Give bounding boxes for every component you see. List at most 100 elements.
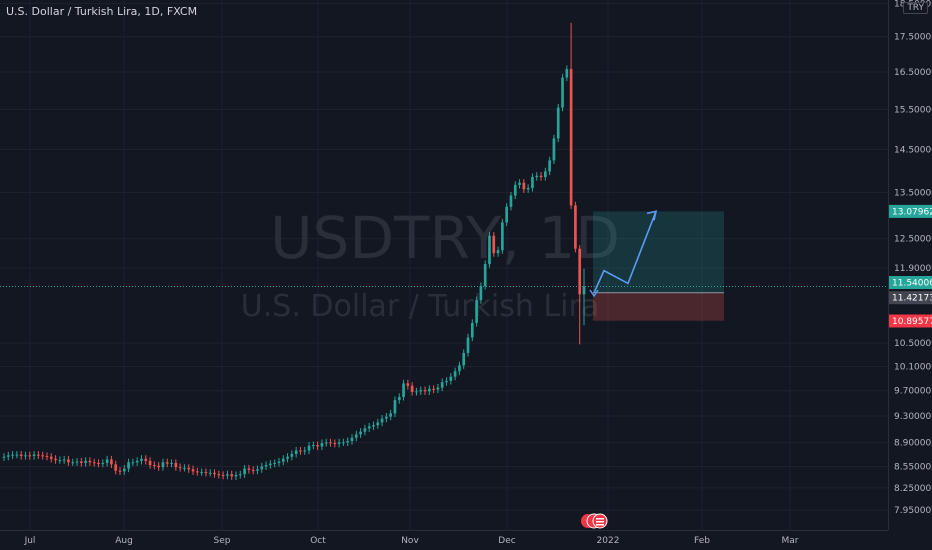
candle-body [105, 459, 109, 463]
candle-body [496, 250, 500, 254]
candle-body [234, 474, 238, 477]
candle [582, 268, 586, 326]
candle-body [110, 459, 113, 465]
candle-body [380, 418, 384, 423]
candle [410, 382, 414, 396]
candle-body [286, 456, 289, 459]
price-badge-bg [889, 204, 932, 218]
x-tick-label: Jul [24, 536, 36, 546]
candle-body [513, 184, 517, 196]
candle [385, 413, 388, 423]
candle-body [561, 77, 564, 108]
candle [466, 333, 470, 357]
candle-body [393, 400, 397, 414]
candle-body [127, 462, 130, 469]
candle [122, 464, 126, 475]
candle-body [80, 461, 83, 463]
time-axis[interactable]: Jul Aug Sep Oct Nov Dec 2022 Feb Mar [0, 530, 932, 550]
candle-body [544, 171, 547, 178]
candle [80, 457, 83, 467]
candle-body [238, 474, 242, 476]
candle [260, 462, 264, 473]
loss-zone[interactable] [593, 292, 724, 321]
candle-body [458, 365, 461, 372]
candle [492, 232, 496, 257]
candle-body [385, 416, 388, 419]
candle [114, 460, 118, 475]
candle [518, 179, 521, 189]
candle [389, 409, 392, 421]
candle [299, 446, 302, 455]
candle-body [15, 454, 19, 456]
projection-start-icon [589, 289, 599, 298]
candle [324, 438, 328, 447]
candle [303, 446, 307, 455]
long-position-tool[interactable] [593, 211, 724, 321]
candle [496, 246, 500, 257]
projection-arrow[interactable] [593, 211, 657, 294]
price-badge-bg [889, 276, 932, 290]
candle-body [397, 396, 401, 401]
candle-body [552, 138, 556, 161]
price-badge-value: 11.54006 [892, 279, 932, 289]
candle [118, 467, 122, 475]
candle [200, 468, 203, 476]
y-tick-label: 16.50000 [894, 68, 932, 78]
candle-body [565, 69, 569, 78]
candle [174, 459, 178, 471]
candle-body [213, 472, 216, 475]
candle-body [548, 160, 551, 172]
candle [548, 156, 551, 176]
candle [346, 437, 350, 446]
candle [6, 451, 10, 461]
candle [423, 386, 427, 395]
candle [406, 379, 410, 390]
candle [372, 421, 375, 431]
candle [11, 451, 14, 459]
candle-body [509, 195, 513, 207]
candle [354, 430, 358, 442]
candle [428, 385, 431, 395]
candle-body [367, 426, 371, 429]
candle [526, 184, 530, 193]
candle-body [114, 464, 118, 471]
currency-badge[interactable]: TRY [903, 2, 928, 14]
candle-body [161, 462, 165, 468]
candle-body [470, 322, 474, 338]
candle-body [230, 474, 234, 477]
y-tick-label: 17.50000 [894, 33, 932, 43]
candle-body [273, 462, 276, 464]
candle-body [423, 390, 427, 392]
candle [196, 467, 199, 476]
candle-body [135, 460, 139, 463]
candle [153, 461, 156, 470]
candle-body [333, 443, 337, 445]
flag-events-icon[interactable] [581, 513, 608, 529]
candle-body [440, 382, 444, 388]
candle-body [488, 235, 491, 265]
candle [320, 439, 324, 451]
candle-body [462, 352, 466, 366]
candle [440, 378, 444, 392]
y-tick-label: 8.25000 [894, 484, 931, 494]
candle-body [526, 187, 530, 190]
candle [350, 434, 354, 445]
y-tick-label: 13.50000 [894, 188, 932, 198]
profit-zone[interactable] [593, 211, 724, 293]
candle-body [479, 286, 483, 301]
price-badge-value: 13.07962 [892, 207, 932, 217]
candle [479, 282, 483, 304]
price-badge-stop: 10.89577 [889, 314, 932, 328]
price-badge-last: 11.54006 [889, 276, 932, 290]
price-axis[interactable]: 18.5000017.5000016.5000015.5000014.50000… [888, 0, 932, 550]
price-badge-entry: 11.42173 [889, 291, 932, 305]
candle-body [419, 390, 423, 392]
price-labels: 13.07962 11.54006 11.42173 10.89577 [889, 204, 932, 328]
candle [204, 468, 208, 477]
candle [509, 191, 513, 211]
candle [45, 452, 49, 461]
candle [213, 469, 216, 478]
y-tick-label: 11.90000 [894, 264, 932, 274]
